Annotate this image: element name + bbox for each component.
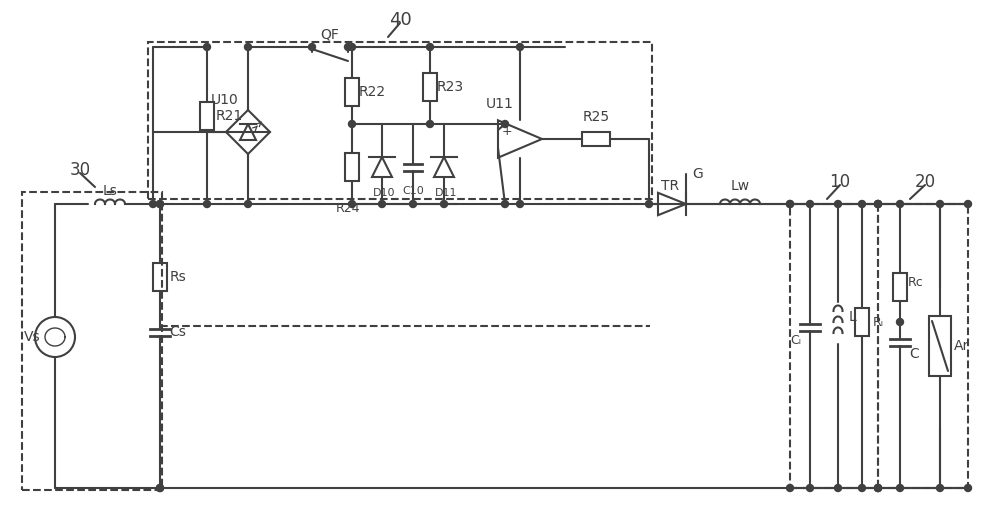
Circle shape — [502, 201, 509, 207]
Circle shape — [834, 485, 842, 492]
Circle shape — [440, 201, 448, 207]
Text: L: L — [848, 310, 856, 324]
Bar — [893, 273, 907, 301]
Text: +: + — [502, 126, 512, 138]
Circle shape — [646, 201, 652, 207]
Circle shape — [426, 121, 434, 128]
Circle shape — [936, 201, 944, 207]
Circle shape — [874, 201, 882, 207]
Circle shape — [349, 44, 356, 51]
Circle shape — [516, 201, 524, 207]
Bar — [345, 153, 359, 181]
Text: Vs: Vs — [24, 330, 40, 344]
Text: Ar: Ar — [954, 339, 970, 353]
Circle shape — [204, 201, 210, 207]
Circle shape — [858, 201, 866, 207]
Circle shape — [806, 485, 814, 492]
Circle shape — [244, 44, 252, 51]
Text: 10: 10 — [829, 173, 851, 191]
Text: 40: 40 — [389, 11, 411, 29]
Bar — [22, 192, 162, 490]
Circle shape — [874, 201, 882, 207]
Circle shape — [936, 485, 944, 492]
Circle shape — [156, 201, 164, 207]
Text: C: C — [909, 347, 919, 361]
Bar — [153, 263, 167, 291]
Bar — [200, 102, 214, 129]
Text: U10: U10 — [211, 93, 239, 107]
Circle shape — [344, 44, 352, 51]
Text: Ls: Ls — [103, 184, 117, 198]
Circle shape — [806, 201, 814, 207]
Circle shape — [516, 44, 524, 51]
Text: R22: R22 — [358, 85, 386, 99]
Text: Lw: Lw — [730, 179, 750, 193]
Bar — [345, 78, 359, 106]
Circle shape — [349, 121, 356, 128]
Text: Rₗ: Rₗ — [873, 315, 883, 328]
Text: Rs: Rs — [170, 270, 186, 284]
Text: C10: C10 — [402, 186, 424, 196]
Circle shape — [874, 201, 882, 207]
Text: 30: 30 — [69, 161, 91, 179]
Circle shape — [964, 485, 972, 492]
Text: D11: D11 — [435, 188, 457, 198]
Text: QF: QF — [321, 27, 339, 41]
Text: 20: 20 — [914, 173, 936, 191]
Bar — [148, 42, 652, 199]
Circle shape — [786, 485, 794, 492]
Circle shape — [156, 201, 164, 207]
Circle shape — [156, 485, 164, 492]
Circle shape — [204, 44, 210, 51]
Circle shape — [156, 485, 164, 492]
Text: R24: R24 — [336, 203, 360, 215]
Circle shape — [896, 485, 904, 492]
Circle shape — [786, 201, 794, 207]
Circle shape — [308, 44, 316, 51]
Text: Cₗ: Cₗ — [791, 335, 801, 347]
Text: Rc: Rc — [908, 276, 924, 288]
Text: TR: TR — [661, 179, 679, 193]
Text: R21: R21 — [215, 109, 243, 122]
Circle shape — [896, 201, 904, 207]
Circle shape — [834, 201, 842, 207]
Text: U11: U11 — [486, 97, 514, 111]
Bar — [878, 204, 968, 488]
Circle shape — [410, 201, 416, 207]
Text: R25: R25 — [582, 110, 610, 124]
Circle shape — [502, 121, 509, 128]
Circle shape — [244, 201, 252, 207]
Circle shape — [964, 201, 972, 207]
Circle shape — [874, 485, 882, 492]
Bar — [423, 73, 437, 101]
Text: Cs: Cs — [170, 325, 186, 339]
Text: D10: D10 — [373, 188, 395, 198]
Circle shape — [874, 485, 882, 492]
Circle shape — [378, 201, 386, 207]
Bar — [855, 308, 869, 336]
Text: G: G — [693, 167, 703, 181]
Bar — [582, 132, 610, 146]
Circle shape — [896, 319, 904, 326]
Circle shape — [858, 485, 866, 492]
Bar — [790, 204, 878, 488]
Circle shape — [349, 201, 356, 207]
Circle shape — [874, 485, 882, 492]
Circle shape — [426, 44, 434, 51]
Circle shape — [150, 201, 156, 207]
Bar — [929, 316, 951, 376]
Circle shape — [786, 201, 794, 207]
Text: R23: R23 — [436, 80, 464, 94]
